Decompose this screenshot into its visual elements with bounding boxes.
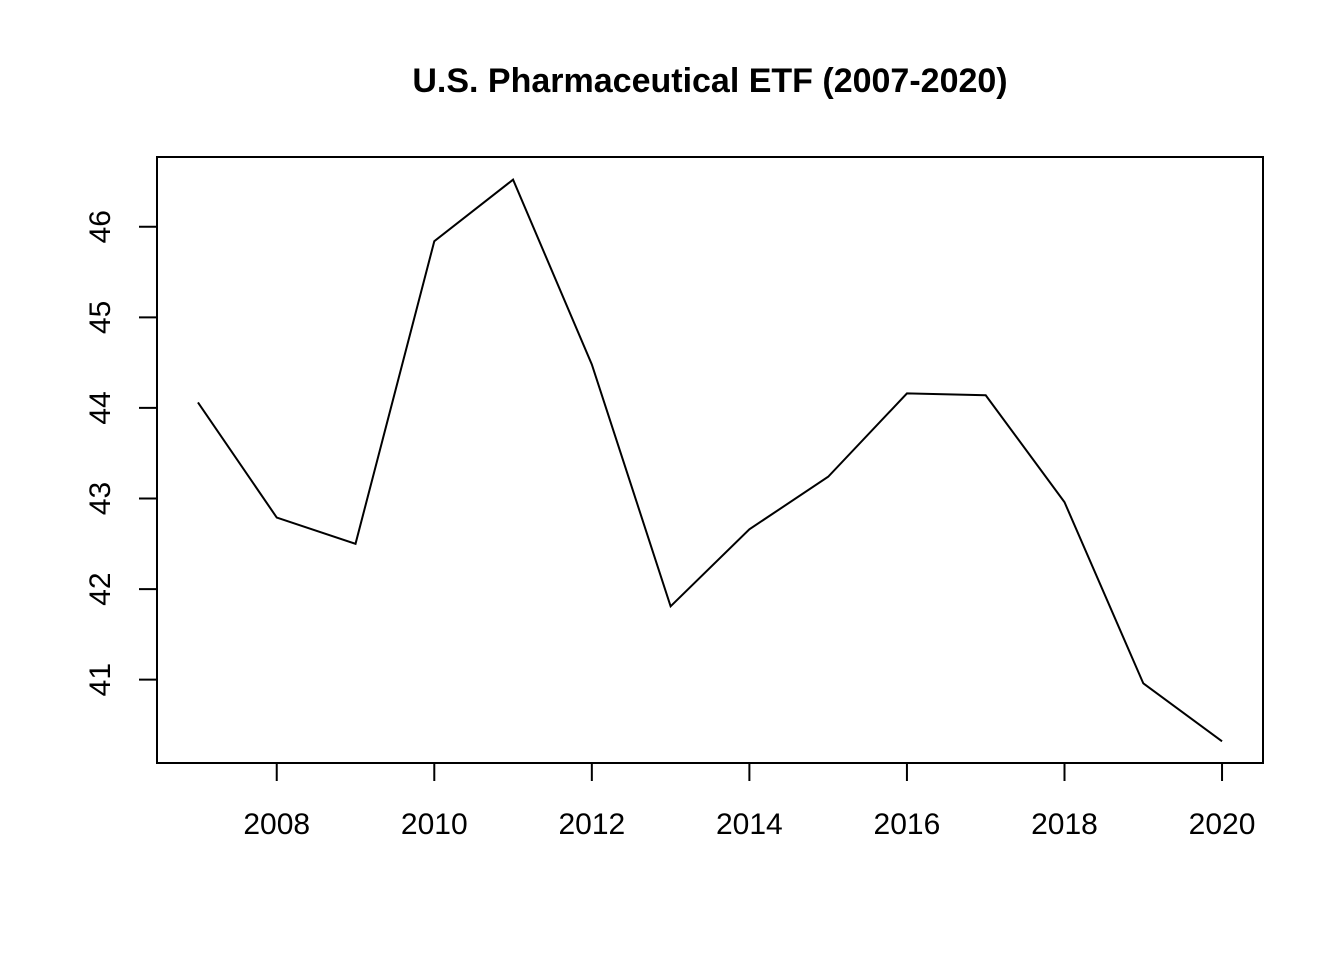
x-tick-label: 2018 <box>1031 808 1098 841</box>
x-tick-label: 2008 <box>243 808 310 841</box>
y-tick-label: 41 <box>84 663 117 696</box>
y-tick-label: 42 <box>84 572 117 605</box>
x-tick-label: 2010 <box>401 808 468 841</box>
x-tick-label: 2014 <box>716 808 783 841</box>
chart-title: U.S. Pharmaceutical ETF (2007-2020) <box>412 62 1007 100</box>
x-axis: 2008 2010 2012 2014 2016 2018 2020 <box>243 762 1256 841</box>
x-tick-label: 2020 <box>1189 808 1256 841</box>
series-line <box>197 178 1223 743</box>
y-tick-label: 44 <box>84 391 117 424</box>
y-tick-label: 43 <box>84 482 117 515</box>
y-axis: 41 42 43 44 45 46 <box>84 210 158 696</box>
x-tick-label: 2012 <box>558 808 625 841</box>
series-layer <box>197 178 1223 743</box>
y-tick-label: 46 <box>84 210 117 243</box>
y-tick-label: 45 <box>84 301 117 334</box>
x-tick-label: 2016 <box>874 808 941 841</box>
plot-frame <box>156 156 1264 764</box>
